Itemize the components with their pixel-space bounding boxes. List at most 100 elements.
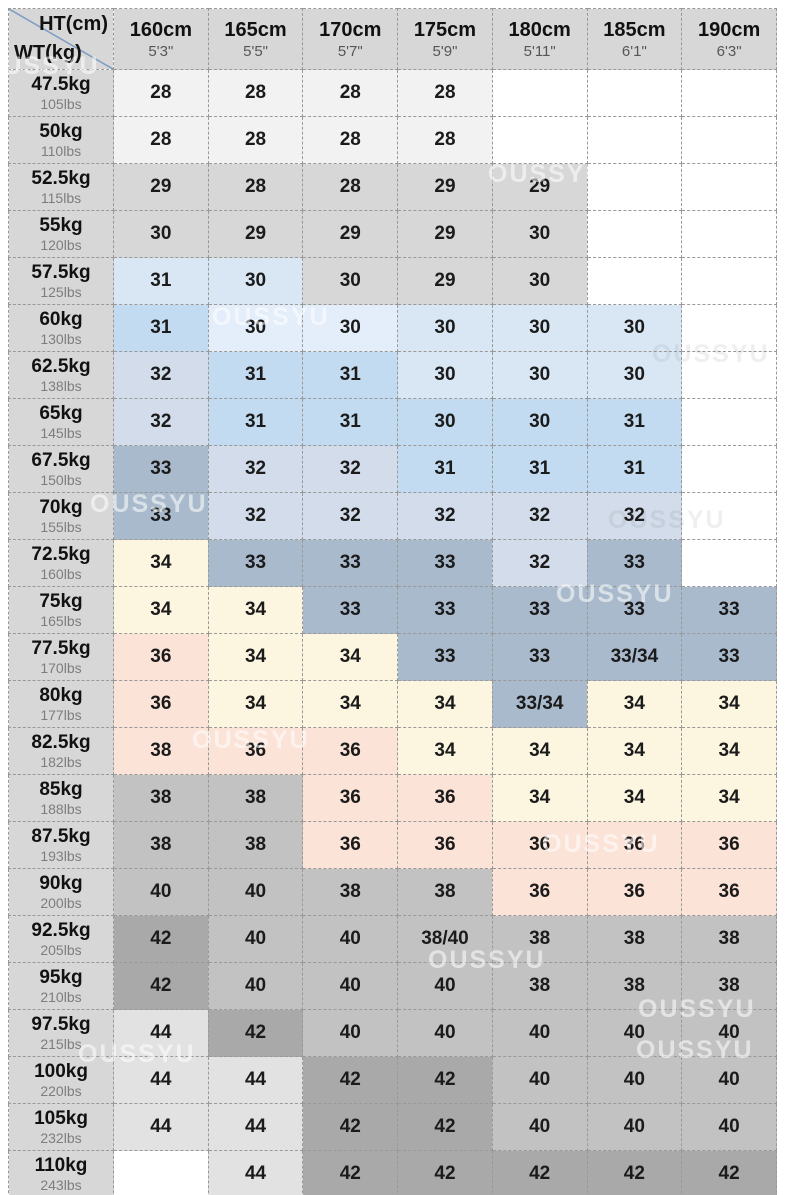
table-row-57.5kg: 57.5kg 125lbs 31 30 30 29 30 xyxy=(8,257,777,305)
size-cell: 36 xyxy=(586,821,683,869)
table-row-65kg: 65kg 145lbs 32 31 31 30 30 31 xyxy=(8,398,777,446)
size-cell: 30 xyxy=(491,351,588,399)
col-header-185cm: 185cm 6'1" xyxy=(586,8,683,70)
size-cell: 32 xyxy=(302,492,399,540)
table-row-67.5kg: 67.5kg 150lbs 33 32 32 31 31 31 xyxy=(8,445,777,493)
header-row: HT(cm) WT(kg) 160cm 5'3" 165cm 5'5" 170cm 5'7… xyxy=(8,8,777,70)
table-row-70kg: 70kg 155lbs 33 32 32 32 32 32 xyxy=(8,492,777,540)
size-cell: 33 xyxy=(207,539,304,587)
size-cell: 34 xyxy=(302,633,399,681)
size-cell: 28 xyxy=(397,116,493,164)
size-cell: 33 xyxy=(681,633,777,681)
size-cell: 44 xyxy=(113,1009,209,1057)
size-cell: 36 xyxy=(302,821,399,869)
size-cell: 33 xyxy=(397,633,493,681)
size-cell: 38 xyxy=(491,915,588,963)
size-cell: 31 xyxy=(586,445,683,493)
size-cell: 31 xyxy=(113,257,209,305)
size-cell: 33 xyxy=(397,586,493,634)
size-cell: 28 xyxy=(302,116,399,164)
size-cell: 44 xyxy=(113,1103,209,1151)
size-cell: 29 xyxy=(397,163,493,211)
size-cell: 31 xyxy=(397,445,493,493)
size-cell: 30 xyxy=(586,351,683,399)
row-label-kg: 80kg xyxy=(39,684,83,706)
row-label-lbs: 115lbs xyxy=(40,190,82,207)
col-header-cm: 185cm xyxy=(603,18,666,41)
size-cell: 38 xyxy=(681,915,777,963)
size-cell xyxy=(681,304,777,352)
row-label-lbs: 210lbs xyxy=(40,989,82,1006)
size-chart-table: HT(cm) WT(kg) 160cm 5'3" 165cm 5'5" 170cm 5'7… xyxy=(8,8,777,1195)
size-cell: 31 xyxy=(113,304,209,352)
col-header-ft: 6'3" xyxy=(716,42,742,60)
row-label-lbs: 155lbs xyxy=(40,519,82,536)
size-cell xyxy=(586,210,683,258)
size-cell: 30 xyxy=(491,210,588,258)
size-cell: 40 xyxy=(491,1056,588,1104)
row-label-kg: 67.5kg xyxy=(31,449,91,471)
size-cell: 34 xyxy=(681,774,777,822)
size-cell xyxy=(681,398,777,446)
table-row-47.5kg: 47.5kg 105lbs 28 28 28 28 xyxy=(8,69,777,117)
size-cell xyxy=(586,163,683,211)
size-cell: 30 xyxy=(491,304,588,352)
row-label-kg: 105kg xyxy=(34,1107,88,1129)
corner-cell: HT(cm) WT(kg) xyxy=(8,8,114,70)
diagonal-line xyxy=(9,9,113,69)
size-cell: 42 xyxy=(113,915,209,963)
table-row-90kg: 90kg 200lbs 40 40 38 38 36 36 36 xyxy=(8,868,777,916)
size-cell: 32 xyxy=(207,445,304,493)
row-label-lbs: 188lbs xyxy=(40,801,82,818)
row-label: 80kg 177lbs xyxy=(8,680,114,728)
size-cell: 42 xyxy=(397,1056,493,1104)
size-cell: 32 xyxy=(397,492,493,540)
size-cell: 38/40 xyxy=(397,915,493,963)
col-header-170cm: 170cm 5'7" xyxy=(302,8,399,70)
table-row-55kg: 55kg 120lbs 30 29 29 29 30 xyxy=(8,210,777,258)
size-cell: 28 xyxy=(207,69,304,117)
size-cell: 36 xyxy=(397,821,493,869)
size-cell: 38 xyxy=(491,962,588,1010)
size-cell: 33/34 xyxy=(491,680,588,728)
size-cell: 31 xyxy=(207,351,304,399)
table-row-85kg: 85kg 188lbs 38 38 36 36 34 34 34 xyxy=(8,774,777,822)
size-cell: 36 xyxy=(302,727,399,775)
size-cell: 28 xyxy=(302,69,399,117)
size-cell: 34 xyxy=(113,586,209,634)
size-cell: 42 xyxy=(397,1150,493,1195)
size-cell: 40 xyxy=(302,962,399,1010)
row-label-lbs: 165lbs xyxy=(40,613,82,630)
size-cell: 33 xyxy=(113,445,209,493)
size-cell: 40 xyxy=(586,1009,683,1057)
row-label: 105kg 232lbs xyxy=(8,1103,114,1151)
size-cell: 42 xyxy=(397,1103,493,1151)
row-label-kg: 72.5kg xyxy=(31,543,91,565)
size-cell xyxy=(586,69,683,117)
row-label-lbs: 138lbs xyxy=(40,378,82,395)
size-cell: 33 xyxy=(681,586,777,634)
size-cell: 28 xyxy=(113,116,209,164)
size-cell xyxy=(681,257,777,305)
table-row-87.5kg: 87.5kg 193lbs 38 38 36 36 36 36 36 xyxy=(8,821,777,869)
table-row-110kg: 110kg 243lbs 44 42 42 42 42 42 xyxy=(8,1150,777,1195)
size-cell: 38 xyxy=(207,774,304,822)
col-header-cm: 190cm xyxy=(697,18,761,41)
size-cell: 33 xyxy=(586,586,683,634)
row-label-lbs: 150lbs xyxy=(40,472,82,489)
row-label-kg: 82.5kg xyxy=(31,731,91,753)
col-header-cm: 165cm xyxy=(224,18,287,41)
size-cell: 38 xyxy=(681,962,777,1010)
size-cell: 44 xyxy=(207,1103,304,1151)
size-cell: 40 xyxy=(586,1056,683,1104)
col-header-cm: 160cm xyxy=(129,18,192,41)
size-cell: 40 xyxy=(207,962,304,1010)
size-cell: 40 xyxy=(397,1009,493,1057)
table-row-72.5kg: 72.5kg 160lbs 34 33 33 33 32 33 xyxy=(8,539,777,587)
size-cell: 32 xyxy=(491,492,588,540)
size-cell: 30 xyxy=(491,398,588,446)
height-axis-label: HT(cm) xyxy=(39,13,108,35)
size-cell: 32 xyxy=(491,539,588,587)
size-cell: 32 xyxy=(113,398,209,446)
size-cell: 40 xyxy=(302,915,399,963)
